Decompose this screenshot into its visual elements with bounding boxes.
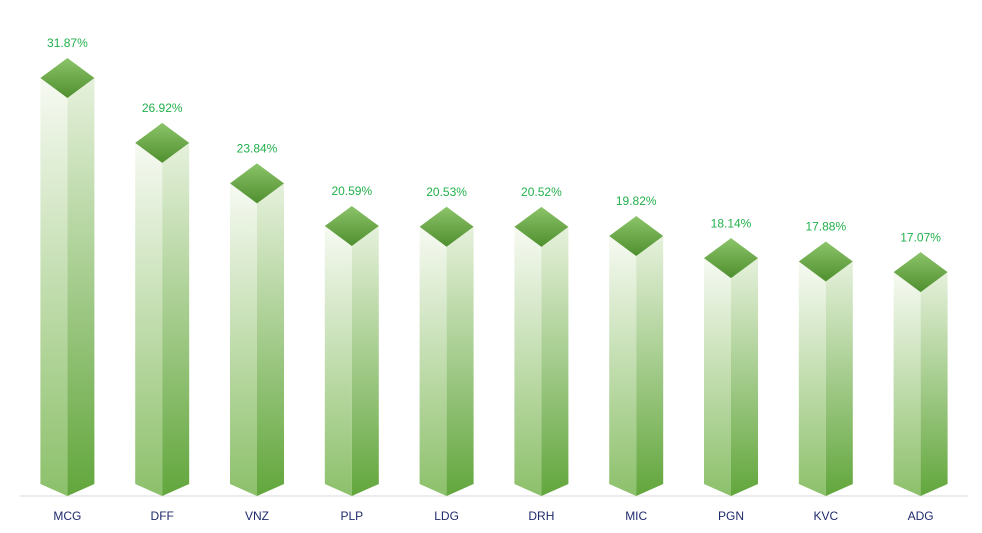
data-label: 19.82% — [616, 194, 657, 208]
data-label: 23.84% — [237, 141, 278, 155]
bar-top — [135, 122, 190, 163]
bar-top — [419, 206, 474, 247]
data-label: 31.87% — [47, 36, 88, 50]
x-tick-label: MIC — [625, 509, 647, 523]
bar-left-face — [135, 142, 163, 496]
bar-right-face — [825, 261, 853, 496]
bar-top — [324, 205, 379, 246]
bar-top — [514, 206, 569, 247]
bar-right-face — [446, 226, 474, 496]
bar-left-face — [230, 183, 257, 496]
bar-left-face — [798, 261, 826, 496]
bar-right-face — [162, 142, 190, 496]
bar-top — [40, 58, 95, 98]
bar-right-face — [67, 78, 95, 496]
bar-right-face — [257, 183, 284, 496]
bar-right-face — [636, 236, 664, 497]
bar-right-face — [731, 258, 758, 496]
bar-left-face — [609, 236, 637, 497]
data-label: 20.53% — [426, 185, 467, 199]
data-label: 17.07% — [900, 230, 941, 244]
bar-top — [230, 163, 284, 204]
bar-right-face — [920, 272, 948, 496]
bar-right-face — [351, 225, 379, 496]
x-tick-label: PGN — [718, 509, 744, 523]
x-tick-label: PLP — [340, 509, 363, 523]
x-tick-label: DRH — [528, 509, 554, 523]
x-tick-label: VNZ — [245, 509, 269, 523]
x-tick-label: MCG — [53, 509, 81, 523]
bar-left-face — [893, 272, 921, 496]
bar-top — [609, 216, 664, 257]
bar-left-face — [514, 226, 542, 496]
data-label: 18.14% — [711, 216, 752, 230]
bar-top — [704, 238, 758, 279]
data-label: 17.88% — [805, 220, 846, 234]
bar-right-face — [541, 226, 569, 496]
bar-top — [798, 241, 853, 282]
data-label: 20.52% — [521, 185, 562, 199]
data-label: 20.59% — [331, 184, 372, 198]
x-tick-label: ADG — [908, 509, 934, 523]
bar-top — [893, 252, 948, 293]
bar-left-face — [40, 78, 68, 496]
bar-left-face — [419, 226, 447, 496]
bar-left-face — [324, 225, 352, 496]
data-label: 26.92% — [142, 101, 183, 115]
x-tick-label: DFF — [151, 509, 174, 523]
bar-left-face — [704, 258, 731, 496]
x-tick-label: KVC — [813, 509, 838, 523]
x-tick-label: LDG — [434, 509, 459, 523]
